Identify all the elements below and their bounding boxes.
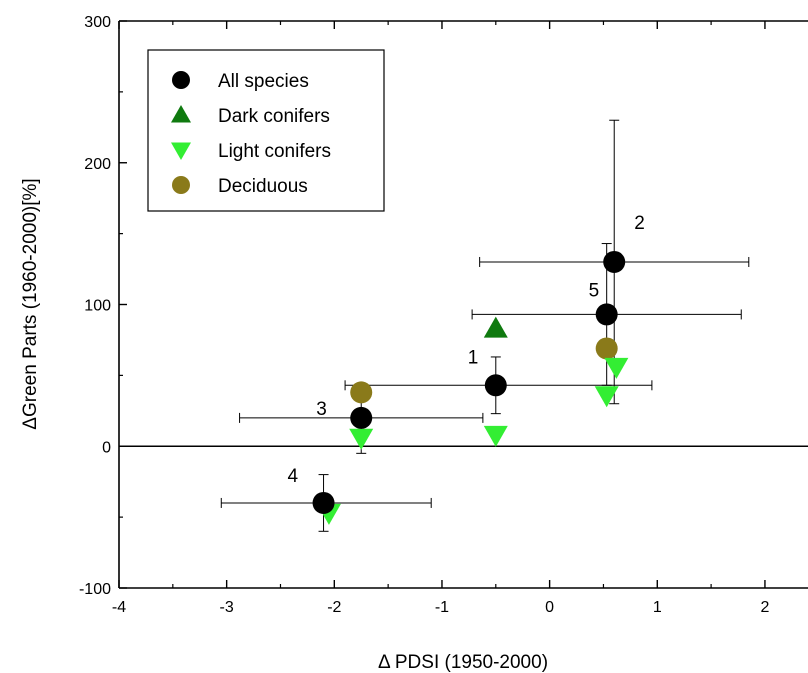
legend-label-deciduous: Deciduous [218,176,308,197]
y-axis-title: ΔGreen Parts (1960-2000)[%] [20,178,41,429]
legend-marker-light-conifers [171,142,191,160]
x-tick-label: -2 [327,599,341,616]
all-species-point [595,303,618,326]
legend: All species Dark conifers Light conifers… [147,49,385,212]
legend-label-all-species: All species [218,71,309,92]
light-conifers-point [349,428,374,450]
x-tick-label: 1 [653,599,662,616]
all-species-point [603,250,626,273]
legend-marker-dark-conifers [171,105,191,123]
x-tick-label: 2 [760,599,769,616]
light-conifers-point [483,425,508,447]
y-tick-label: 300 [84,14,111,31]
all-species-point [350,406,373,429]
legend-label-dark-conifers: Dark conifers [218,106,330,127]
light-conifers-point [604,357,629,379]
dark-conifers-point [483,316,508,338]
point-number-label: 4 [288,466,299,487]
x-tick-label: 0 [545,599,554,616]
y-tick-label: 0 [102,439,111,456]
markers-layer [312,250,629,525]
legend-marker-all-species [172,71,190,89]
all-species-point [484,374,507,397]
deciduous-point [595,337,618,360]
y-tick-label: 200 [84,156,111,173]
light-conifers-point [594,386,619,408]
x-tick-label: -3 [220,599,234,616]
legend-markers [171,71,191,194]
x-tick-label: -1 [435,599,449,616]
deciduous-point [350,381,373,404]
legend-label-light-conifers: Light conifers [218,141,331,162]
point-labels-layer: 1 2 3 4 5 [288,213,645,487]
all-species-point [312,491,335,514]
y-tick-label: 100 [84,298,111,315]
point-number-label: 2 [634,213,645,234]
x-tick-label: -4 [112,599,126,616]
ticks-layer: -4 -3 -2 -1 0 1 2 -100 0 100 200 300 [79,14,770,616]
legend-marker-deciduous [172,176,190,194]
point-number-label: 3 [316,399,327,420]
point-number-label: 1 [468,347,479,368]
x-axis-title: Δ PDSI (1950-2000) [378,652,548,673]
y-tick-label: -100 [79,581,111,598]
point-number-label: 5 [589,280,600,301]
